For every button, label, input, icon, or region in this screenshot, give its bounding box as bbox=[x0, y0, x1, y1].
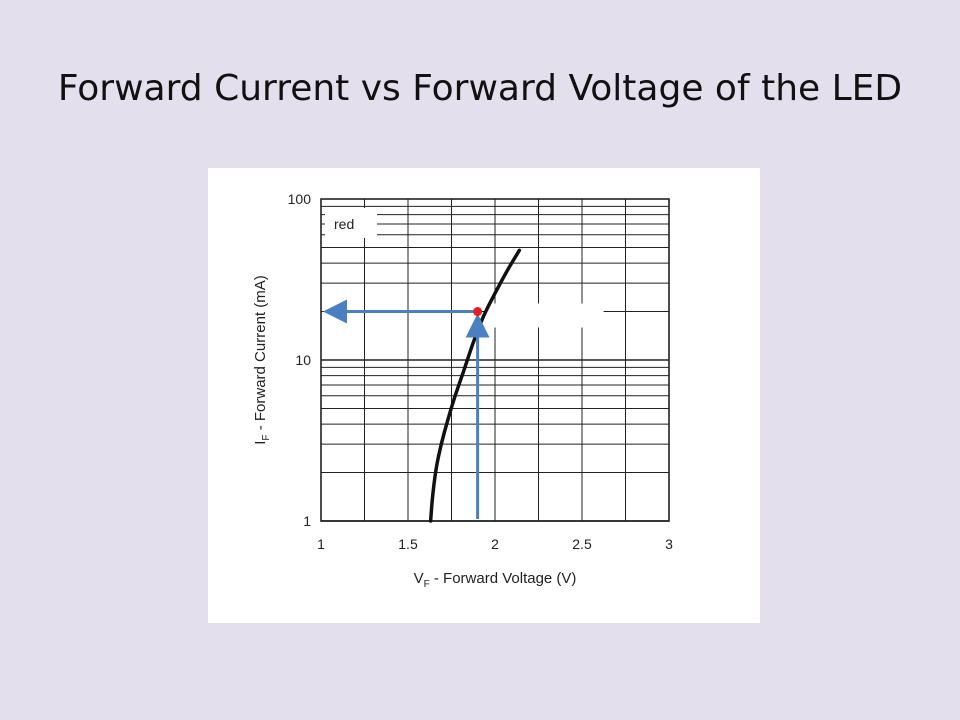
x-tick-label: 1.5 bbox=[398, 536, 418, 552]
y-tick-label: 1 bbox=[303, 513, 311, 529]
operating-point-marker bbox=[473, 307, 483, 317]
annotation-gap bbox=[485, 303, 604, 328]
x-tick-label: 3 bbox=[665, 536, 673, 552]
legend-background bbox=[325, 208, 377, 238]
x-axis-label: VF - Forward Voltage (V) bbox=[414, 570, 577, 590]
annotation-layer bbox=[323, 299, 490, 519]
y-tick-label: 10 bbox=[295, 352, 311, 368]
x-tick-label: 2.5 bbox=[572, 536, 592, 552]
x-tick-label: 1 bbox=[317, 536, 325, 552]
y-tick-label: 100 bbox=[288, 191, 312, 207]
series-line-red bbox=[428, 248, 522, 523]
curve-layer bbox=[428, 248, 522, 523]
x-tick-label: 2 bbox=[491, 536, 499, 552]
slide-title: Forward Current vs Forward Voltage of th… bbox=[57, 68, 903, 109]
legend-label: red bbox=[334, 216, 354, 232]
plot-border bbox=[320, 198, 670, 522]
iv-curve-chart: red 1 1.5 2 2.5 3 1 10 100 VF - Forward Voltage… bbox=[252, 191, 673, 590]
tick-label-layer: 1 1.5 2 2.5 3 1 10 100 bbox=[288, 191, 673, 552]
y-axis-label: IF - Forward Current (mA) bbox=[252, 275, 272, 444]
grid-layer: red bbox=[320, 198, 670, 522]
chart-panel: red 1 1.5 2 2.5 3 1 10 100 VF - Forward Voltage… bbox=[208, 168, 760, 623]
